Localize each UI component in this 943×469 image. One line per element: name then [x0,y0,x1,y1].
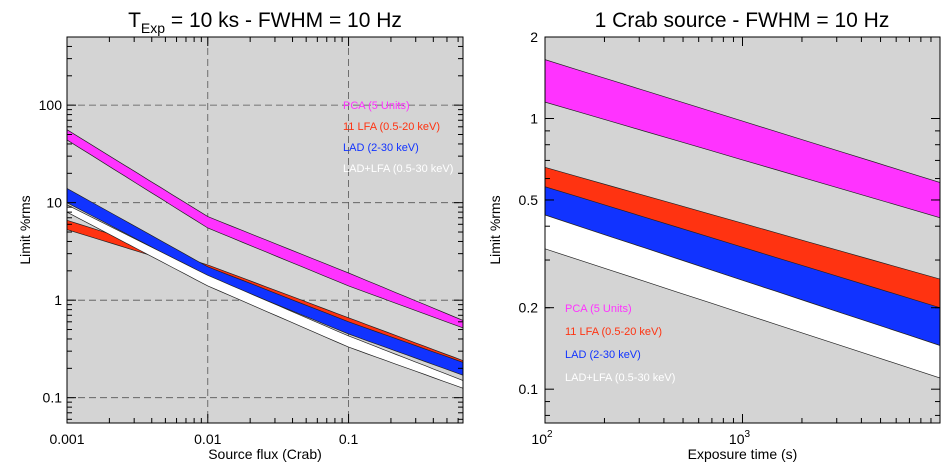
legend-entry-3: LAD (2-30 keV) [343,142,419,154]
chart-panel-1: 0.001 0.01 0.1 0.1 1 10 100 Source flux (Crab) L… [17,9,464,462]
legend-entry-1: PCA (5 Units) [565,303,632,315]
x-tick-label: 103 [729,429,751,447]
series-band-4 [67,204,463,389]
legend-entry-2: 11 LFA (0.5-20 keV) [343,121,440,133]
y-tick-label: 10 [46,195,62,211]
y-tick-label: 1 [54,292,62,308]
series-band-4 [545,214,940,379]
series-band-1 [545,59,940,219]
chart-panel-2: 102 103 0.1 0.2 0.5 1 2 Exposure time (s) Limit … [487,9,941,462]
series-bands [67,129,463,389]
y-axis-label: Limit %rms [487,195,503,264]
legend-entry-3: LAD (2-30 keV) [565,349,641,361]
legend-entry-1: PCA (5 Units) [343,100,410,112]
plot-frame [66,36,464,424]
x-tick-label: 0.1 [339,431,359,447]
series-bands [545,59,940,379]
x-tick-label: 0.001 [49,431,84,447]
chart-title: 1 Crab source - FWHM = 10 Hz [595,9,890,32]
legend-entry-2: 11 LFA (0.5-20 keV) [565,326,662,338]
chart-title: TExp = 10 ks - FWHM = 10 Hz [128,9,402,36]
legend-entry-4: LAD+LFA (0.5-30 keV) [565,372,675,384]
y-tick-label: 1 [530,110,538,126]
y-tick-label: 2 [530,29,538,45]
legend: PCA (5 Units) 11 LFA (0.5-20 keV) LAD (2-3… [565,303,675,384]
y-tick-label: 0.5 [519,192,539,208]
legend-entry-4: LAD+LFA (0.5-30 keV) [343,163,453,175]
y-tick-label: 0.1 [43,390,63,406]
x-axis-label: Exposure time (s) [688,446,798,462]
series-band-1 [67,129,463,329]
y-tick-label: 100 [39,97,63,113]
y-tick-label: 0.1 [519,381,539,397]
y-axis-label: Limit %rms [17,195,33,264]
x-tick-label: 0.01 [194,431,221,447]
legend: PCA (5 Units) 11 LFA (0.5-20 keV) LAD (2-3… [343,100,453,175]
x-axis-label: Source flux (Crab) [208,446,322,462]
y-tick-label: 0.2 [519,300,539,316]
x-tick-label: 102 [531,429,553,447]
